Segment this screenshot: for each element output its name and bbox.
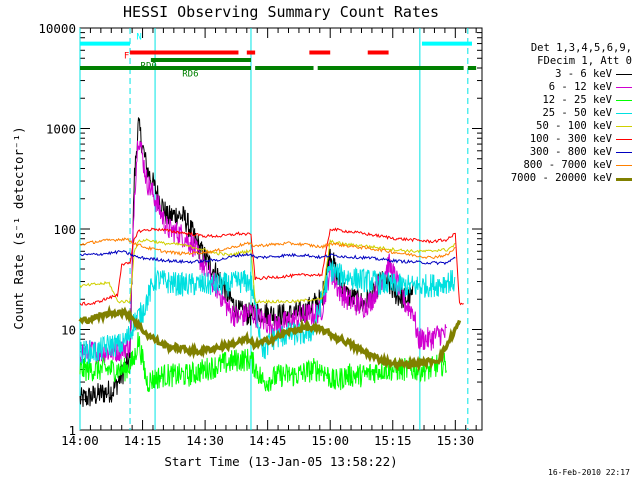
series-line: [78, 304, 462, 372]
legend-entry-label: 800 - 7000 keV: [523, 159, 612, 171]
legend-entry: 100 - 300 keV: [500, 133, 634, 146]
legend-swatch: [616, 139, 632, 140]
legend: Det 1,3,4,5,6,9, FDecim 1, Att 0 3 - 6 k…: [500, 42, 634, 185]
series-line: [79, 260, 456, 364]
legend-swatch: [616, 126, 632, 127]
x-tick-label: 14:30: [186, 433, 224, 448]
flag-label: F: [124, 52, 129, 62]
legend-entry-label: 12 - 25 keV: [542, 94, 612, 106]
chart-title: HESSI Observing Summary Count Rates: [123, 3, 439, 21]
legend-swatch: [616, 74, 632, 75]
y-tick-label: 1: [68, 423, 76, 438]
y-axis-label: Count Rate (s⁻¹ detector⁻¹): [11, 126, 26, 329]
x-tick-label: 15:30: [436, 433, 474, 448]
legend-swatch: [616, 165, 632, 166]
legend-entry: 800 - 7000 keV: [500, 159, 634, 172]
legend-entry-label: 6 - 12 keV: [548, 81, 612, 93]
y-tick-label: 1000: [46, 122, 76, 137]
flag-label: RD6: [182, 69, 198, 79]
legend-entry: 7000 - 20000 keV: [500, 172, 634, 185]
legend-entry: 3 - 6 keV: [500, 68, 634, 81]
legend-entry: 300 - 800 keV: [500, 146, 634, 159]
legend-entry-label: 100 - 300 keV: [529, 133, 612, 145]
legend-entry: 50 - 100 keV: [500, 120, 634, 133]
x-tick-label: 15:00: [311, 433, 349, 448]
x-axis-label: Start Time (13-Jan-05 13:58:22): [164, 454, 397, 469]
series-line: [79, 227, 464, 306]
legend-entry-label: 300 - 800 keV: [529, 146, 612, 158]
legend-swatch: [616, 100, 632, 101]
legend-entry-label: 25 - 50 keV: [542, 107, 612, 119]
plot-area: 1 10 100 1000 10000 14:00 14:15 14:30 14:45 15:00…: [38, 21, 483, 448]
x-tick-label: 15:15: [374, 433, 412, 448]
legend-entry-label: 7000 - 20000 keV: [510, 172, 612, 184]
legend-swatch: [616, 178, 632, 181]
x-tick-label: 14:00: [61, 433, 99, 448]
timestamp: 16-Feb-2010 22:17: [548, 468, 630, 477]
legend-header-line-2: FDecim 1, Att 0: [537, 55, 632, 67]
legend-entries: 3 - 6 keV 6 - 12 keV 12 - 25 keV 25 - 50 ke…: [500, 68, 634, 185]
series-line: [79, 238, 456, 305]
x-tick-label: 14:45: [249, 433, 287, 448]
legend-swatch: [616, 152, 632, 153]
y-tick-label: 100: [53, 222, 76, 237]
legend-entry-label: 50 - 100 keV: [536, 120, 612, 132]
y-tick-label: 10: [61, 323, 76, 338]
y-tick-label: 10000: [38, 21, 76, 36]
legend-header-line-1: Det 1,3,4,5,6,9,: [530, 42, 632, 54]
legend-entry: 6 - 12 keV: [500, 81, 634, 94]
series-line: [79, 237, 456, 260]
legend-entry: 25 - 50 keV: [500, 107, 634, 120]
flag-label: RD0: [141, 61, 157, 71]
flag-label: N: [136, 33, 141, 43]
series-line: [79, 249, 456, 266]
legend-swatch: [616, 87, 632, 88]
legend-swatch: [616, 113, 632, 114]
legend-entry: 12 - 25 keV: [500, 94, 634, 107]
legend-entry-label: 3 - 6 keV: [555, 68, 612, 80]
x-tick-label: 14:15: [124, 433, 162, 448]
